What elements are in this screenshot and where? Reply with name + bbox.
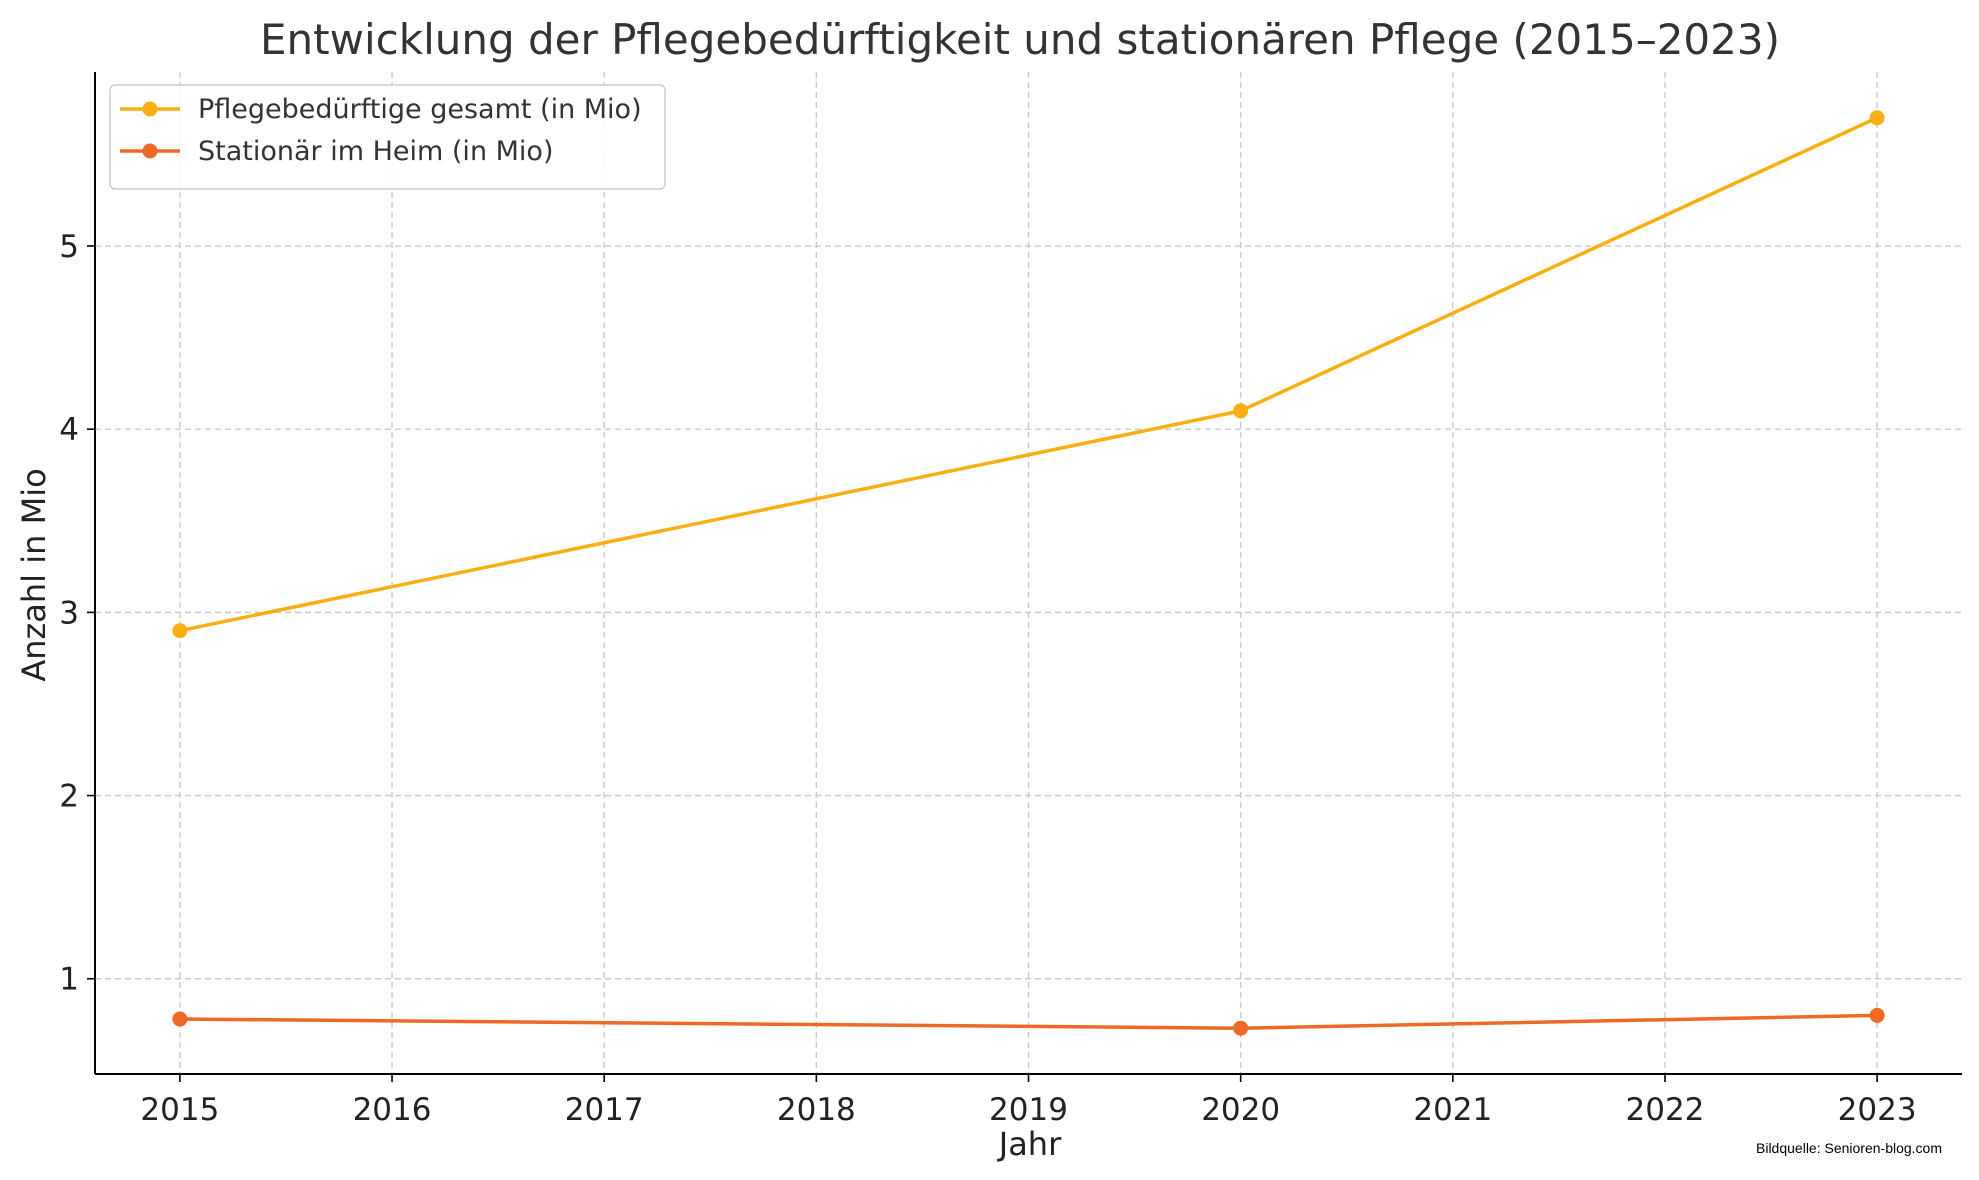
y-tick-label: 3 — [59, 595, 79, 631]
legend-marker-1 — [142, 101, 158, 117]
x-tick-label: 2017 — [565, 1092, 644, 1128]
y-tick-label: 4 — [59, 412, 79, 448]
x-tick-label: 2019 — [989, 1092, 1068, 1128]
tick-labels: 2015 2016 2017 2018 2019 2020 2021 2022 2023 1 2 3 4… — [59, 229, 1916, 1128]
legend: Pflegebedürftige gesamt (in Mio) Stationä… — [109, 84, 666, 190]
x-tick-label: 2020 — [1201, 1092, 1280, 1128]
legend-marker-2 — [142, 143, 158, 159]
chart-title: Entwicklung der Pflegebedürftigkeit und … — [260, 15, 1780, 64]
x-tick-label: 2015 — [140, 1092, 219, 1128]
x-tick-label: 2016 — [353, 1092, 432, 1128]
data-point — [1869, 1007, 1885, 1023]
legend-label-2: Stationär im Heim (in Mio) — [198, 136, 553, 167]
y-axis-label: Anzahl in Mio — [15, 468, 53, 681]
y-tick-label: 1 — [59, 962, 79, 998]
y-tick-label: 5 — [59, 229, 79, 265]
legend-frame — [109, 84, 666, 190]
data-point — [172, 1011, 188, 1027]
data-point — [1869, 110, 1885, 126]
x-axis-label: Jahr — [997, 1125, 1062, 1163]
data-point — [172, 623, 188, 639]
grid — [95, 72, 1962, 1074]
x-tick-label: 2021 — [1413, 1092, 1492, 1128]
x-tick-label: 2023 — [1838, 1092, 1917, 1128]
source-note: Bildquelle: Senioren-blog.com — [1756, 1140, 1942, 1156]
series-layer — [172, 110, 1885, 1036]
x-tick-label: 2022 — [1626, 1092, 1705, 1128]
axes — [87, 72, 1962, 1082]
legend-label-1: Pflegebedürftige gesamt (in Mio) — [198, 94, 642, 125]
data-point — [1233, 1020, 1249, 1036]
data-point — [1233, 403, 1249, 419]
y-tick-label: 2 — [59, 779, 79, 815]
x-tick-label: 2018 — [777, 1092, 856, 1128]
